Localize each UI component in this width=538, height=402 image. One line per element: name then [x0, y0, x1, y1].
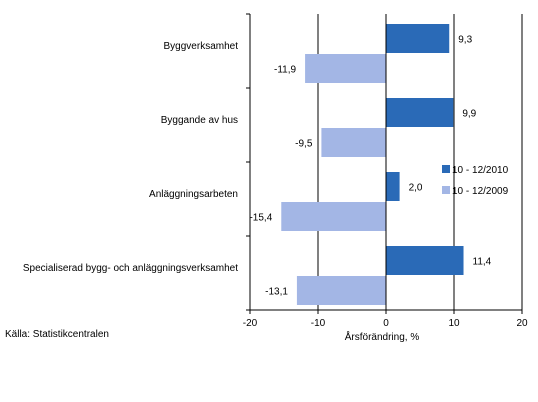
bar — [386, 98, 454, 127]
x-tick-label: 0 — [383, 318, 389, 329]
legend-label: 10 - 12/2010 — [452, 165, 509, 176]
category-label: Specialiserad bygg- och anläggningsverks… — [23, 263, 238, 274]
bar — [296, 276, 386, 305]
data-label: 9,9 — [462, 109, 476, 120]
data-label: 2,0 — [409, 183, 423, 194]
x-tick-labels: -20 -10 0 10 20 — [243, 318, 528, 329]
legend-swatch — [442, 165, 450, 173]
data-label: 9,3 — [458, 35, 472, 46]
data-label: -9,5 — [295, 139, 313, 150]
category-label: Byggande av hus — [161, 115, 238, 126]
legend: 10 - 12/2010 10 - 12/2009 — [442, 165, 509, 197]
value-labels: 9,3 -11,9 9,9 -9,5 2,0 -15,4 11,4 -13,1 — [249, 35, 491, 298]
category-labels: Byggverksamhet Byggande av hus Anläggnings… — [23, 41, 238, 274]
bars — [281, 24, 464, 305]
x-tick-label: -20 — [243, 318, 258, 329]
category-label: Byggverksamhet — [164, 41, 239, 52]
bar — [281, 202, 386, 231]
data-label: 11,4 — [473, 257, 492, 268]
source-note: Källa: Statistikcentralen — [5, 329, 109, 340]
legend-swatch — [442, 186, 450, 194]
axes — [246, 13, 523, 314]
bar — [386, 246, 464, 275]
x-tick-label: 20 — [516, 318, 528, 329]
data-label: -15,4 — [249, 213, 272, 224]
data-label: -11,9 — [274, 65, 296, 76]
bar — [386, 172, 400, 201]
bar — [305, 54, 386, 83]
bar — [321, 128, 386, 157]
data-label: -13,1 — [265, 287, 288, 298]
bar — [386, 24, 450, 53]
x-axis-label: Årsförändring, % — [345, 330, 420, 343]
legend-label: 10 - 12/2009 — [452, 186, 509, 197]
x-tick-label: 10 — [448, 318, 460, 329]
x-tick-label: -10 — [311, 318, 326, 329]
category-label: Anläggningsarbeten — [149, 189, 238, 200]
